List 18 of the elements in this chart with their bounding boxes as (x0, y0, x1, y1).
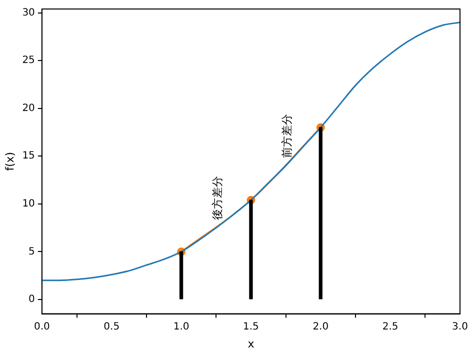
y-axis-title: f(x) (3, 152, 16, 171)
x-tick-label: 0.5 (104, 321, 120, 332)
y-tick-label: 10 (22, 198, 35, 210)
annotation: 後方差分 (210, 176, 224, 220)
x-tick-label: 0.0 (34, 321, 50, 332)
annotation: 前方差分 (280, 114, 294, 158)
x-tick-label: 1.0 (173, 321, 190, 332)
x-tick-label: 1.5 (243, 321, 259, 332)
y-tick-label: 25 (22, 55, 35, 66)
y-tick-label: 30 (22, 7, 35, 18)
x-tick-label: 2.5 (382, 321, 398, 332)
y-tick-label: 15 (22, 150, 35, 162)
y-tick-label: 0 (28, 294, 35, 306)
y-tick-label: 5 (28, 246, 35, 258)
x-tick-label: 3.0 (452, 321, 468, 332)
x-tick-label: 2.0 (312, 321, 329, 332)
y-tick-label: 20 (22, 102, 35, 114)
x-axis-title: x (248, 337, 255, 350)
